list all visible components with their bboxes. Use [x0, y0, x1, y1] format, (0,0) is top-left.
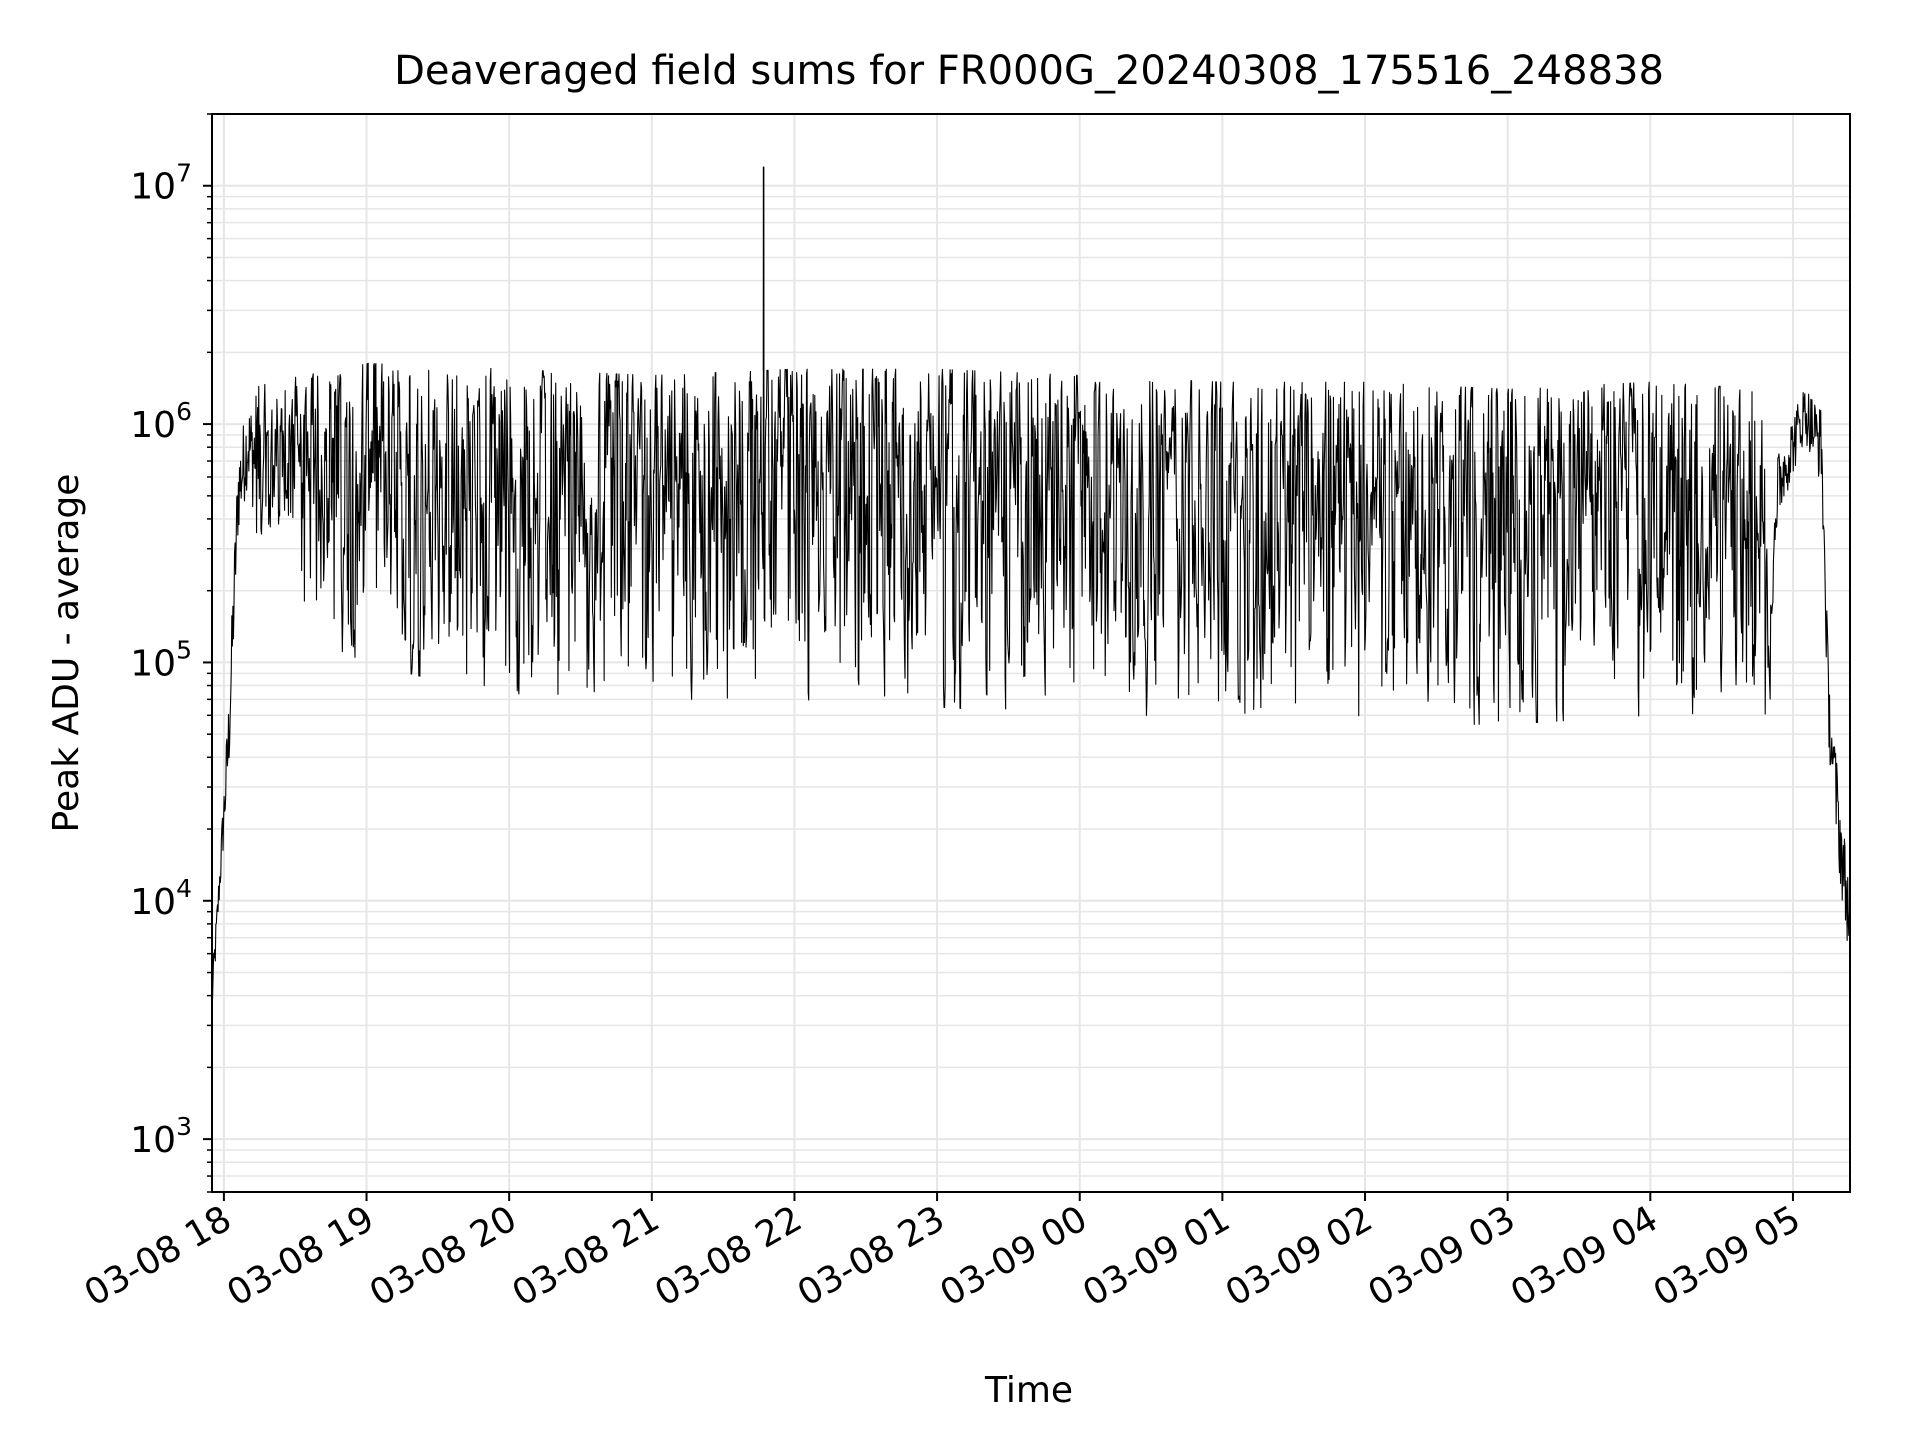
- plot-frame: [211, 113, 1851, 1193]
- y-axis: 103 104 105 106 107: [130, 113, 212, 1193]
- series-line: [211, 166, 1851, 1000]
- y-tick-label: 107: [130, 159, 192, 208]
- y-tick-label: 105: [130, 635, 192, 684]
- y-tick-label: 106: [130, 397, 192, 446]
- grid: [212, 113, 1850, 1193]
- chart-title: Deaveraged field sums for FR000G_2024030…: [394, 48, 1664, 94]
- y-tick-label: 103: [130, 1112, 192, 1161]
- y-tick-label: 104: [130, 874, 192, 923]
- data-series: [211, 166, 1851, 1000]
- x-axis-label: Time: [984, 1370, 1073, 1411]
- y-axis-label: Peak ADU - average: [46, 474, 87, 833]
